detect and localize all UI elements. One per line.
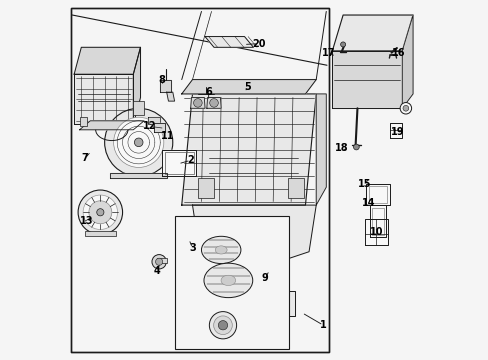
Bar [85,231,116,235]
Polygon shape [402,15,412,108]
Text: 17: 17 [322,48,335,58]
Bar [174,216,289,348]
Polygon shape [166,92,174,101]
Text: 9: 9 [262,273,268,283]
Text: 20: 20 [252,39,265,49]
Bar [70,8,328,352]
Circle shape [218,320,227,330]
Polygon shape [204,37,253,47]
Circle shape [213,316,232,334]
Polygon shape [160,80,171,92]
Text: 16: 16 [391,48,405,58]
Circle shape [104,108,172,176]
Text: 5: 5 [244,82,251,92]
Bar [80,117,86,126]
Circle shape [353,144,359,150]
Circle shape [155,258,163,265]
Circle shape [89,201,112,224]
Circle shape [340,42,345,47]
Polygon shape [110,173,167,178]
Polygon shape [74,74,133,125]
Circle shape [402,105,408,111]
Circle shape [152,255,166,269]
Polygon shape [366,184,389,205]
Text: 10: 10 [370,227,383,237]
Text: 4: 4 [153,266,160,276]
Text: 8: 8 [158,75,165,85]
Polygon shape [190,98,204,108]
Circle shape [78,190,122,234]
Bar [156,258,167,263]
Ellipse shape [221,275,235,285]
Circle shape [209,99,218,107]
Text: 3: 3 [189,243,196,253]
Polygon shape [192,205,316,266]
Text: 14: 14 [361,198,374,208]
Text: 13: 13 [80,216,93,226]
Ellipse shape [203,263,252,298]
Polygon shape [80,121,144,130]
Text: 2: 2 [187,155,194,165]
Text: 6: 6 [205,87,212,97]
Bar [133,101,144,116]
Polygon shape [74,47,140,74]
Polygon shape [389,123,402,138]
Text: 12: 12 [143,121,157,131]
Bar [371,208,383,234]
Polygon shape [133,47,140,125]
Text: 18: 18 [335,143,348,153]
Polygon shape [154,123,164,132]
Circle shape [271,290,285,303]
Polygon shape [332,51,402,108]
Circle shape [399,103,411,114]
Polygon shape [147,117,160,125]
Text: 1: 1 [319,320,326,330]
Text: 7: 7 [81,153,88,163]
Ellipse shape [215,246,226,254]
Circle shape [209,312,236,339]
Polygon shape [364,220,387,244]
Bar [287,178,303,198]
Bar [164,152,193,174]
Bar [198,178,214,198]
Polygon shape [271,266,285,288]
Bar [368,186,386,203]
Ellipse shape [201,236,241,264]
Polygon shape [182,94,316,205]
Circle shape [83,195,117,229]
Circle shape [134,138,142,147]
Polygon shape [206,98,221,108]
Polygon shape [332,15,412,51]
Polygon shape [369,205,386,237]
Polygon shape [264,291,294,316]
Polygon shape [316,94,325,205]
Polygon shape [162,149,196,176]
Text: 19: 19 [390,127,404,136]
Text: 11: 11 [161,131,174,141]
Circle shape [113,117,163,167]
Circle shape [193,99,202,107]
Circle shape [97,209,104,216]
Polygon shape [182,80,316,94]
Text: 15: 15 [357,179,370,189]
